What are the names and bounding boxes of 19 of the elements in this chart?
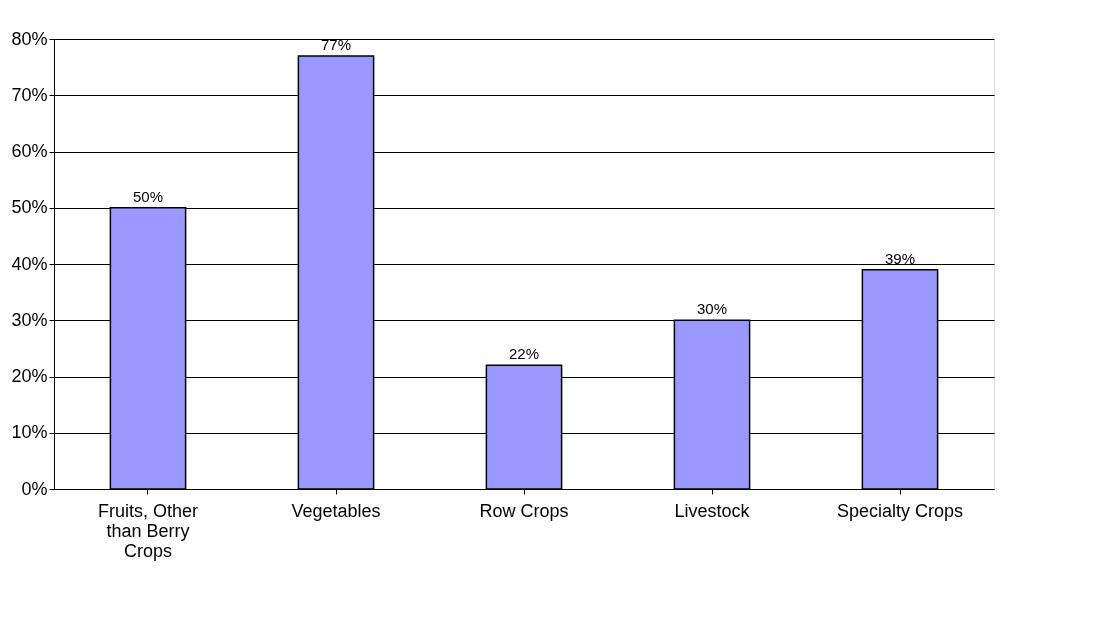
x-tick-label: Fruits, Other than Berry Crops (97, 500, 199, 561)
y-tick-label: 30% (11, 309, 48, 330)
y-tick-label: 20% (11, 366, 48, 386)
y-tick-label: 60% (11, 141, 48, 161)
data-label: 30% (696, 300, 728, 318)
y-tick-label: 40% (11, 253, 48, 274)
x-tick-label: Row Crops (479, 500, 569, 521)
y-tick-label: 70% (11, 84, 48, 105)
y-tick-label: 10% (11, 422, 48, 443)
x-tick-label: Vegetables (291, 500, 381, 521)
y-tick-label: 80% (11, 28, 48, 49)
data-label: 22% (508, 345, 540, 363)
data-label: 39% (884, 249, 916, 267)
data-label: 77% (320, 35, 352, 53)
data-label: 50% (132, 187, 164, 205)
x-tick-label: Specialty Crops (836, 500, 964, 521)
y-tick-label: 50% (11, 197, 48, 218)
y-tick-label: 0% (21, 478, 48, 499)
x-tick-label: Livestock (674, 500, 751, 521)
